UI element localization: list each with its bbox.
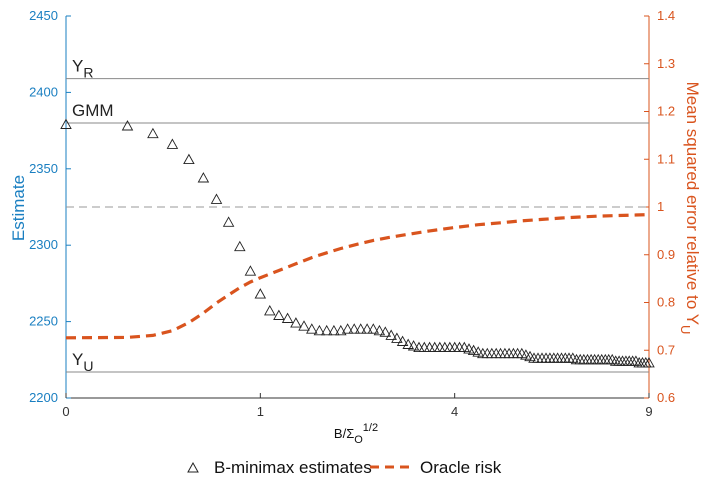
right-tick-label: 1.2: [657, 104, 675, 119]
estimate-triangle-marker: [643, 356, 655, 368]
estimate-triangle-marker: [348, 323, 360, 334]
left-tick-label: 2300: [29, 237, 58, 252]
estimate-triangle-marker: [391, 332, 403, 343]
estimate-triangle-marker: [328, 324, 340, 336]
estimate-triangle-marker: [630, 355, 642, 366]
reference-line-label-sub: U: [83, 358, 93, 374]
estimate-triangle-marker: [244, 265, 257, 276]
estimate-triangle-marker: [166, 138, 179, 149]
estimate-triangle-marker: [222, 216, 235, 227]
estimate-triangle-marker: [335, 324, 347, 336]
left-tick-label: 2350: [29, 161, 58, 176]
right-tick-label: 1.1: [657, 151, 675, 166]
estimate-triangle-marker: [320, 324, 333, 336]
legend-label-estimates: B-minimax estimates: [214, 458, 372, 477]
estimate-triangle-marker: [60, 118, 72, 129]
x-axis-label-main: B/Σ: [334, 426, 354, 441]
estimate-triangle-marker: [313, 324, 326, 336]
estimate-triangle-marker: [183, 153, 195, 165]
legend-label-oracle-risk: Oracle risk: [420, 458, 502, 477]
legend-triangle-marker: [187, 461, 199, 473]
estimate-triangle-marker: [620, 355, 632, 366]
estimate-triangle-marker: [197, 172, 210, 183]
estimate-triangle-marker: [606, 353, 618, 365]
estimate-triangle-marker: [592, 353, 604, 365]
bottom-tick-label: 4: [451, 404, 458, 419]
estimate-triangle-marker: [210, 193, 223, 204]
estimate-triangle-marker: [623, 355, 635, 366]
plot-area: 2200 2250 2300 2350 2400 2450 0.6 0.7 0.8 0.9 1 1.1…: [29, 8, 675, 419]
legend: B-minimax estimates Oracle risk: [187, 458, 502, 477]
estimate-triangle-marker: [595, 353, 608, 365]
left-tick-label: 2200: [29, 390, 58, 405]
estimate-triangle-marker: [234, 240, 246, 252]
estimate-triangle-marker: [402, 338, 414, 349]
right-tick-label: 1: [657, 199, 664, 214]
estimate-triangle-marker: [306, 323, 318, 334]
estimate-triangle-marker: [444, 341, 456, 353]
estimate-triangle-marker: [599, 353, 612, 365]
right-tick-label: 0.8: [657, 295, 675, 310]
right-tick-label: 0.7: [657, 342, 675, 357]
estimate-triangle-marker: [354, 323, 367, 334]
estimate-triangle-marker: [396, 335, 409, 346]
right-tick-label: 1.3: [657, 56, 675, 71]
estimate-triangle-marker: [341, 323, 354, 334]
estimate-triangle-marker: [121, 120, 134, 131]
reference-line-label: GMM: [72, 101, 114, 120]
estimate-triangle-marker: [407, 340, 420, 351]
reference-line-label: YR: [72, 57, 93, 81]
estimate-triangle-marker: [298, 320, 310, 331]
right-tick-label: 0.6: [657, 390, 675, 405]
bottom-tick-label: 9: [645, 404, 652, 419]
estimate-triangle-marker: [453, 341, 466, 353]
estimate-triangle-marker: [458, 341, 471, 353]
estimate-triangle-marker: [147, 127, 159, 139]
estimate-triangle-marker: [264, 304, 276, 316]
estimate-triangle-marker: [379, 326, 392, 337]
left-tick-label: 2450: [29, 8, 58, 23]
estimate-triangle-marker: [434, 341, 446, 353]
bottom-tick-label: 0: [62, 404, 69, 419]
estimate-triangle-marker: [616, 355, 629, 366]
estimate-triangle-marker: [448, 341, 461, 353]
left-tick-label: 2400: [29, 84, 58, 99]
left-axis-label: Estimate: [9, 175, 28, 241]
x-axis-label: B/ΣO1/2: [334, 422, 378, 446]
estimate-triangle-marker: [367, 323, 380, 334]
x-axis-label-sub: O: [354, 434, 363, 446]
estimate-triangle-marker: [373, 324, 386, 336]
right-axis-label-sub: U: [678, 325, 693, 334]
reference-line-label-sub: R: [83, 65, 93, 81]
estimate-triangle-marker: [588, 353, 601, 365]
estimate-triangle-marker: [385, 329, 397, 340]
bottom-tick-label: 1: [257, 404, 264, 419]
estimate-triangle-marker: [290, 317, 302, 328]
estimate-triangle-marker: [439, 341, 451, 353]
estimate-triangle-marker: [428, 341, 441, 353]
x-axis-label-sup: 1/2: [363, 422, 378, 434]
left-tick-label: 2250: [29, 314, 58, 329]
right-tick-label: 1.4: [657, 8, 675, 23]
right-tick-label: 0.9: [657, 247, 675, 262]
right-axis-label: Mean squared error relative to YU: [678, 82, 702, 335]
estimate-triangle-marker: [418, 341, 431, 353]
right-axis-label-main: Mean squared error relative to Y: [683, 82, 702, 325]
oracle-risk-line: [65, 213, 650, 340]
estimate-triangle-marker: [423, 341, 436, 353]
estimate-triangle-marker: [281, 312, 294, 323]
estimate-triangle-marker: [273, 309, 285, 320]
reference-line-label: YU: [72, 350, 93, 374]
estimate-triangle-marker: [254, 288, 267, 299]
estimate-triangle-marker: [361, 323, 373, 334]
